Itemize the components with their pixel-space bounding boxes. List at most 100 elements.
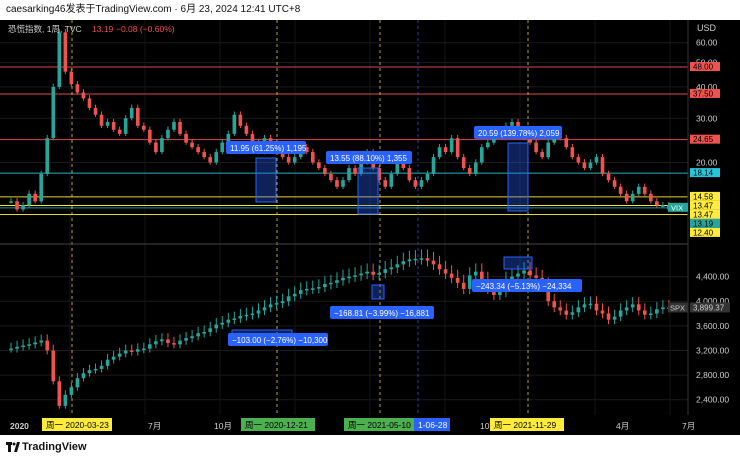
vix-candle: [129, 107, 134, 119]
spx-candle: [365, 271, 369, 274]
vix-candle: [636, 186, 641, 194]
vix-candle: [123, 118, 128, 134]
vix-y-tick: 60.00: [696, 38, 718, 48]
vix-candle: [588, 162, 593, 169]
vix-candle: [407, 168, 412, 181]
vix-candle: [570, 147, 575, 158]
date-tag-bg: [414, 418, 450, 431]
spx-candle: [624, 307, 629, 311]
vix-candle: [39, 173, 44, 202]
spx-candle: [383, 269, 388, 273]
vix-candle: [377, 168, 382, 181]
spx-candle: [395, 264, 400, 268]
level-tag-label: 18.14: [693, 169, 714, 178]
spx-candle: [329, 282, 333, 285]
spx-candle: [129, 350, 134, 352]
vix-candle: [353, 168, 357, 174]
vix-candle: [69, 71, 74, 85]
spx-candle: [449, 273, 454, 278]
vix-candle: [220, 142, 225, 153]
spx-candle: [81, 373, 86, 379]
vix-series-tag: [668, 202, 688, 212]
vix-candle: [172, 121, 176, 130]
spx-candle: [39, 340, 44, 343]
vix-candle: [642, 186, 647, 194]
vix-candle: [461, 157, 466, 169]
spx-candle: [123, 350, 128, 354]
spx-candle: [317, 287, 321, 289]
spx-measure-label: −243.34 (−5.13%) −24,334: [476, 282, 572, 291]
legend-value: 13.19: [92, 24, 114, 34]
publisher-caption: caesarking46发表于TradingView.com · 6月 23, …: [6, 4, 301, 15]
vix-candle: [93, 107, 98, 115]
vix-candle: [226, 133, 231, 143]
vix-candle: [81, 92, 86, 99]
time-axis-label: 4月: [616, 421, 629, 431]
vix-candle: [540, 152, 544, 158]
spx-candle: [588, 303, 593, 306]
vix-candle: [516, 121, 520, 130]
vix-measure-box: [507, 142, 529, 212]
spx-candle: [522, 270, 526, 274]
spx-candle: [389, 267, 394, 270]
spx-candle: [353, 275, 357, 277]
spx-price-tag-label: 3,899.37: [693, 303, 725, 312]
spx-candle: [642, 310, 647, 315]
vix-candle: [214, 152, 219, 163]
spx-candle: [473, 271, 478, 276]
date-tag: 周一 2021-05-10: [348, 420, 411, 430]
vix-candle: [57, 32, 62, 87]
vix-candle: [141, 125, 146, 130]
chart-area[interactable]: 11.95 (61.25%) 1,195 13.55 (88.10%) 1,355…: [0, 20, 740, 435]
level-tag-label: 13.19: [693, 219, 714, 228]
chart-svg[interactable]: 11.95 (61.25%) 1,195 13.55 (88.10%) 1,355…: [0, 20, 740, 435]
level-tag: [690, 191, 720, 201]
spx-candle: [57, 381, 62, 406]
spx-candle: [528, 270, 532, 276]
vix-candle: [467, 168, 472, 174]
spx-candle: [286, 296, 291, 302]
level-tag-label: 13.47: [693, 201, 714, 210]
level-tag: [690, 134, 720, 144]
spx-measure-box: [371, 284, 385, 300]
spx-candle: [359, 273, 363, 276]
vix-y-tick: 40.00: [696, 82, 718, 92]
measurements[interactable]: 11.95 (61.25%) 1,195 13.55 (88.10%) 1,355…: [226, 126, 582, 346]
spx-candle: [323, 284, 327, 288]
spx-y-tick: 3,200.00: [696, 345, 729, 355]
vix-candle: [196, 147, 200, 153]
spx-candle: [576, 307, 581, 313]
spx-candle: [377, 272, 382, 275]
level-tag-label: 14.58: [693, 192, 714, 201]
vix-candle: [117, 129, 122, 134]
vix-candle: [618, 186, 623, 194]
price-axis[interactable]: 60.0050.0040.0030.0020.004,400.004,000.0…: [668, 38, 730, 405]
vix-candle: [280, 152, 285, 158]
vix-candle: [576, 157, 581, 163]
horizontal-levels: [0, 66, 688, 216]
spx-candle: [262, 307, 267, 311]
spx-candle: [69, 387, 74, 395]
spx-candle: [51, 350, 56, 382]
spx-candle: [141, 348, 146, 351]
vix-candle: [413, 180, 418, 187]
spx-candle: [371, 271, 375, 275]
spx-candle: [63, 394, 68, 406]
vix-candle: [630, 193, 635, 202]
vix-candle: [335, 180, 339, 187]
spx-candle: [256, 310, 261, 314]
spx-candle: [534, 275, 538, 278]
spx-candle: [33, 342, 37, 345]
spx-candle: [612, 316, 617, 320]
spx-candle: [600, 310, 605, 314]
spx-measure-label: −103.00 (−2.76%) −10,300: [232, 336, 328, 345]
spx-series-tag: [668, 302, 688, 313]
vix-candle: [238, 114, 243, 126]
level-tag-label: 48.00: [693, 63, 714, 72]
vix-candle: [606, 173, 611, 181]
tradingview-logo-icon: [6, 442, 20, 452]
vix-candle: [419, 180, 424, 187]
vix-candle: [63, 32, 68, 72]
